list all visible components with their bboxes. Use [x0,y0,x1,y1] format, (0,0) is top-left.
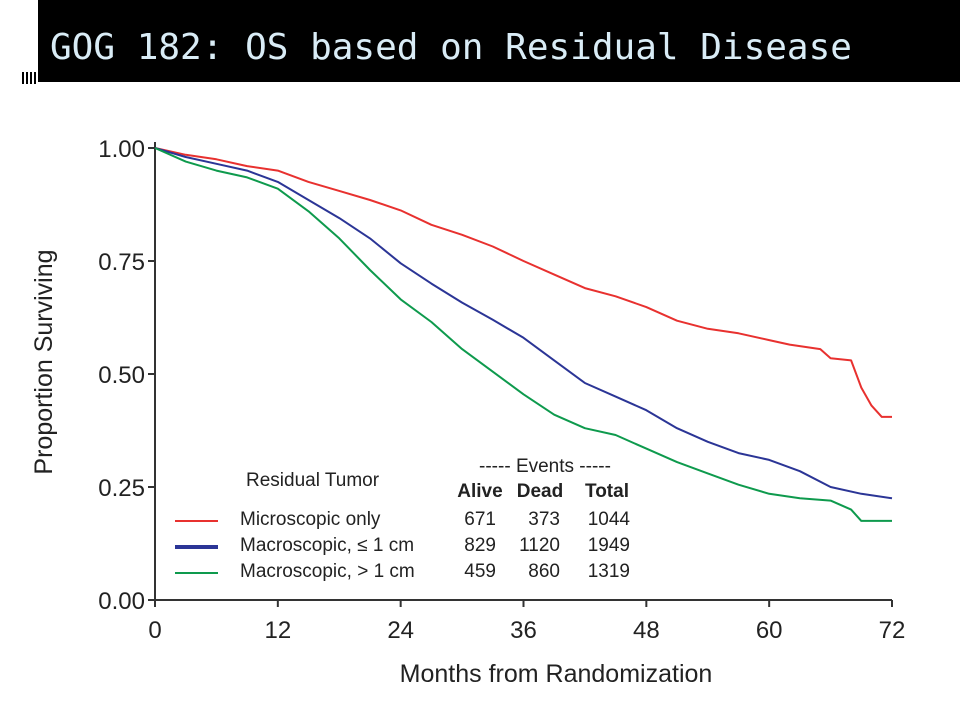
x-tick-label: 0 [148,617,161,644]
y-tick-label: 0.50 [98,362,145,389]
y-tick-label: 0.25 [98,475,145,502]
y-tick-label: 0.00 [98,588,145,615]
y-axis-label: Proportion Surviving [30,249,58,474]
y-tick-label: 1.00 [98,136,145,163]
x-axis-label: Months from Randomization [400,660,713,688]
legend-dead-count: 373 [528,509,560,530]
chart-legend: Residual Tumor ----- Events ----- Alive Dea… [175,456,630,582]
y-tick-label: 0.75 [98,249,145,276]
x-tick-label: 24 [387,617,414,644]
slide-marker-icon [22,70,36,84]
legend-dead-count: 860 [528,561,560,582]
legend-column-header: Alive [457,481,502,502]
x-tick-label: 72 [879,617,906,644]
series-line-0 [154,147,892,418]
x-tick-label: 48 [633,617,660,644]
x-tick-label: 12 [264,617,291,644]
slide-title: GOG 182: OS based on Residual Disease [50,27,852,68]
legend-row-label: Microscopic only [240,509,381,530]
legend-total-count: 1044 [588,509,631,530]
chart-series [154,147,893,522]
title-bar: GOG 182: OS based on Residual Disease [38,0,960,82]
legend-alive-count: 829 [464,535,496,556]
series-line-2 [154,147,892,522]
legend-total-count: 1949 [588,535,630,556]
legend-column-header: Total [585,481,629,502]
legend-row-label: Macroscopic, ≤ 1 cm [240,535,414,556]
legend-total-count: 1319 [588,561,630,582]
legend-alive-count: 459 [464,561,496,582]
legend-title: Residual Tumor [246,470,380,491]
legend-row-label: Macroscopic, > 1 cm [240,561,415,582]
chart-axes: 0 12 24 36 48 60 72 0.00 0.25 0.50 0.75 1.00 [98,136,905,644]
legend-dead-count: 1120 [519,535,560,556]
x-tick-label: 36 [510,617,537,644]
x-tick-label: 60 [756,617,783,644]
legend-column-header: Dead [517,481,563,502]
legend-alive-count: 671 [464,509,496,530]
series-line-1 [154,147,893,500]
legend-events-header: ----- Events ----- [479,456,611,477]
